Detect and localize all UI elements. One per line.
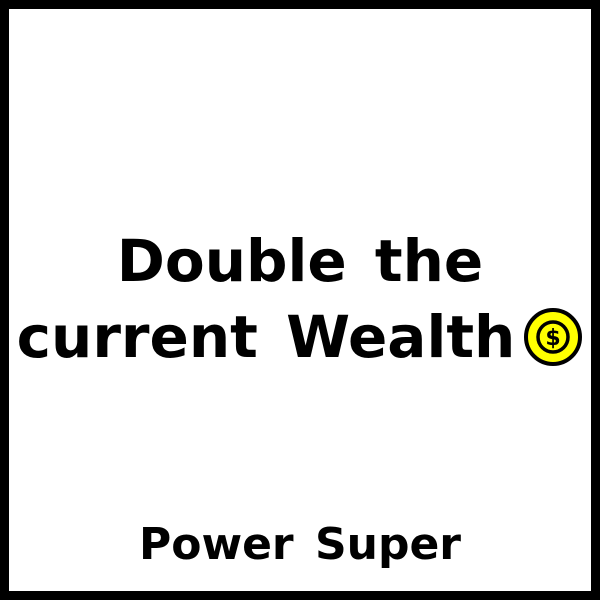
card-effect-text: Double the current Wealth $ <box>9 223 591 375</box>
effect-line-2-text: current Wealth <box>16 303 516 371</box>
coin-dollar-icon: $ <box>524 307 583 366</box>
svg-text:$: $ <box>546 326 561 351</box>
effect-line-2: current Wealth $ <box>9 299 591 375</box>
effect-line-1: Double the <box>116 227 484 295</box>
card-type-label: Power Super <box>138 519 462 570</box>
